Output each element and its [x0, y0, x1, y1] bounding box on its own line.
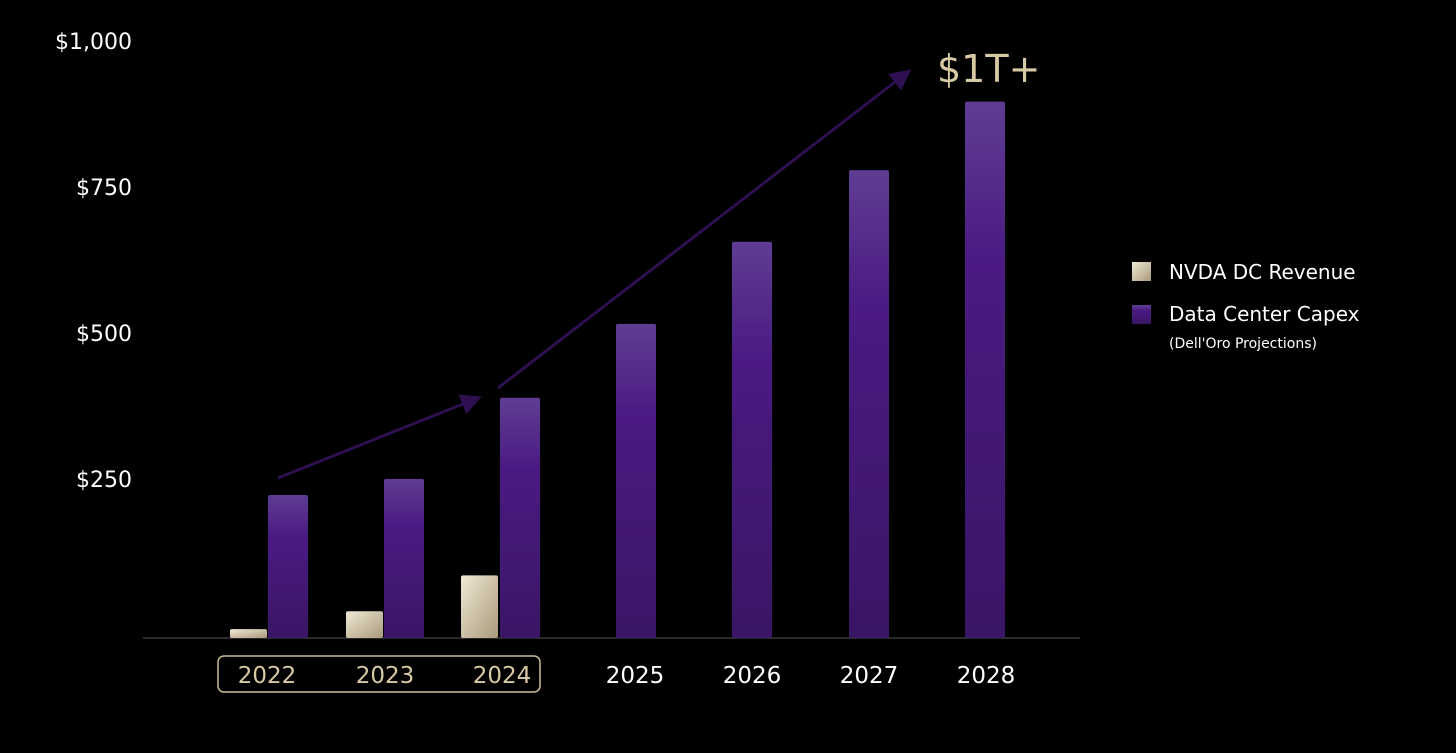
y-axis: $250 $500 $750 $1,000: [55, 30, 132, 493]
x-tick-label: 2022: [238, 663, 297, 689]
legend-label-capex: Data Center Capex: [1169, 302, 1360, 326]
capex-bar-2026: [732, 241, 772, 638]
y-tick-label: $250: [76, 468, 132, 493]
x-tick-label: 2027: [840, 663, 899, 689]
historical-years-highlight: [217, 655, 541, 693]
trend-arrows: [277, 69, 912, 480]
x-tick-label: 2028: [957, 663, 1016, 689]
y-tick-label: $750: [76, 176, 132, 201]
x-tick-label: 2025: [606, 663, 665, 689]
x-axis: 2022 2023 2024 2025 2026 2027 2028: [238, 663, 1016, 689]
capex-bar-2028: [965, 101, 1005, 639]
legend: NVDA DC Revenue Data Center Capex (Dell'…: [1132, 260, 1360, 352]
legend-swatch-capex: [1132, 305, 1151, 324]
capex-bars: [268, 101, 1005, 639]
capex-bar-2022: [268, 495, 308, 638]
trend-arrow-short: [277, 394, 482, 480]
legend-sublabel-capex: (Dell'Oro Projections): [1169, 336, 1317, 352]
capex-bar-2027: [849, 170, 889, 638]
revenue-bar-2022: [230, 629, 267, 638]
legend-swatch-revenue: [1132, 262, 1151, 281]
legend-label-revenue: NVDA DC Revenue: [1169, 260, 1356, 284]
trend-arrow-long: [497, 69, 912, 390]
y-tick-label: $500: [76, 322, 132, 347]
x-tick-label: 2023: [356, 663, 415, 689]
revenue-bar-2024: [461, 575, 498, 638]
trillion-callout: $1T+: [937, 47, 1040, 91]
x-tick-label: 2026: [723, 663, 782, 689]
capex-bar-2024: [500, 397, 540, 638]
capex-bar-2023: [384, 478, 424, 638]
revenue-bars: [230, 575, 498, 638]
capex-bar-2025: [616, 323, 656, 638]
y-tick-label: $1,000: [55, 30, 132, 55]
x-tick-label: 2024: [473, 663, 532, 689]
revenue-bar-2023: [346, 611, 383, 638]
